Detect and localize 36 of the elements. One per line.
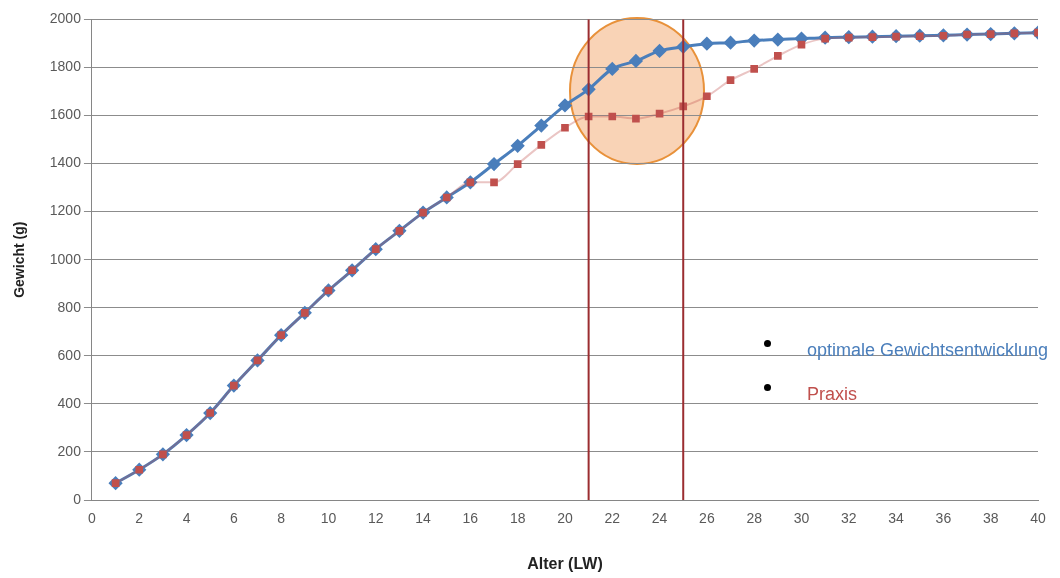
x-tick-label: 24	[651, 510, 668, 527]
x-tick-label: 8	[277, 510, 286, 527]
x-tick-label: 38	[982, 510, 999, 527]
y-tick-label: 1000	[49, 250, 82, 267]
y-tick-label: 800	[57, 298, 82, 315]
x-tick-label: 22	[604, 510, 621, 527]
x-tick-label: 26	[699, 510, 715, 527]
x-tick-label: 6	[229, 510, 238, 527]
y-tick-label: 1400	[49, 154, 82, 171]
y-tick-label: 400	[57, 394, 82, 411]
x-tick-label: 10	[320, 510, 337, 527]
x-tick-label: 12	[367, 510, 384, 527]
x-tick-label: 32	[841, 510, 857, 527]
x-tick-label: 4	[182, 510, 191, 527]
x-tick-label: 18	[509, 510, 526, 527]
y-tick-label: 0	[73, 490, 82, 507]
text: optimale Gewichtsentwicklung	[806, 339, 1048, 361]
x-tick-label: 40	[1030, 510, 1046, 527]
x-tick-label: 20	[557, 510, 573, 527]
x-tick-label: 36	[935, 510, 952, 527]
x-tick-label: 30	[793, 510, 810, 527]
x-axis-title: Alter (LW)	[527, 554, 603, 572]
y-tick-label: 1200	[49, 202, 82, 219]
x-tick-label: 2	[135, 510, 144, 527]
y-tick-label: 2000	[49, 10, 82, 27]
x-tick-label: 14	[415, 510, 432, 527]
x-tick-label: 16	[462, 510, 479, 527]
x-tick-label: 34	[888, 510, 905, 527]
text: Praxis	[806, 383, 857, 405]
y-tick-label: 600	[57, 346, 82, 363]
y-tick-label: 1800	[49, 58, 82, 75]
x-tick-label: 0	[88, 510, 97, 527]
x-tick-label: 28	[746, 510, 763, 527]
y-tick-label: 1600	[49, 106, 82, 123]
y-tick-label: 200	[57, 442, 82, 459]
y-axis-title: Gewicht (g)	[11, 221, 28, 298]
